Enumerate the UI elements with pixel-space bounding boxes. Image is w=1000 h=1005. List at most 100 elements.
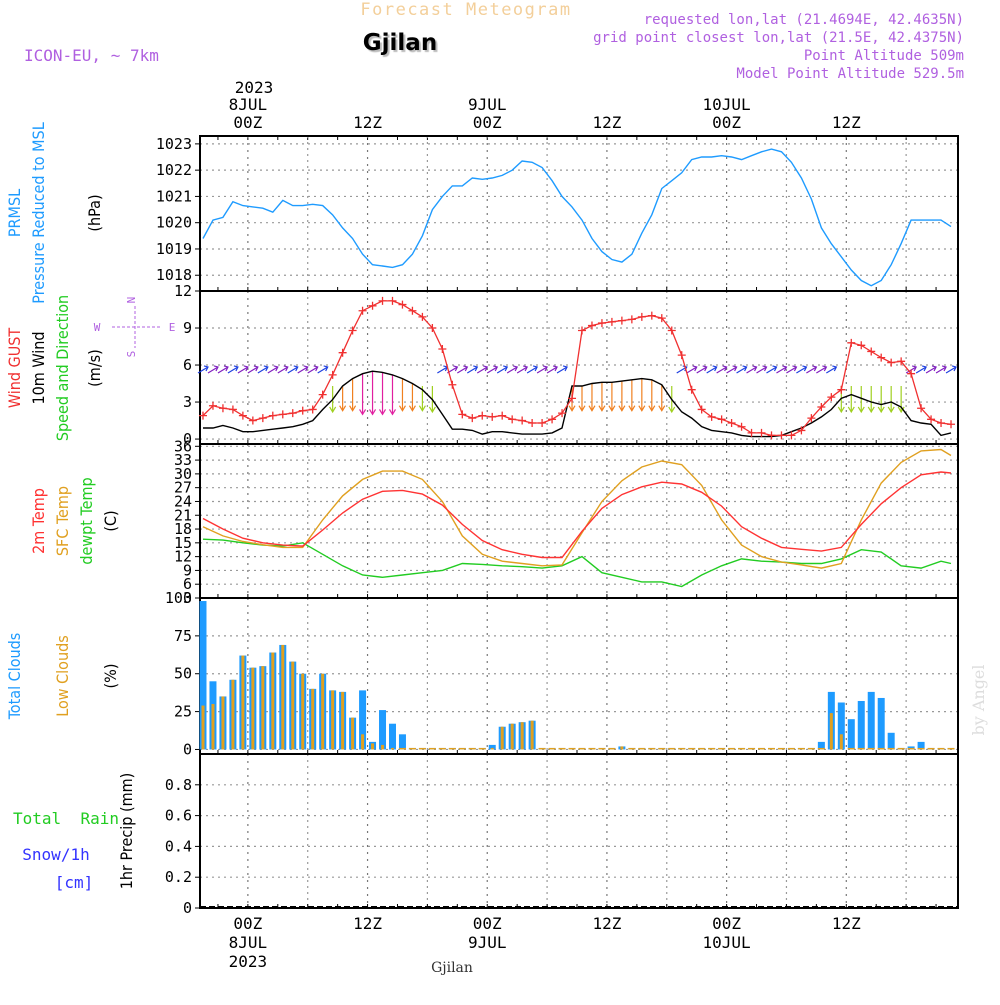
gust-marker [677,351,686,360]
gust-marker [717,415,726,424]
low-cloud-bar [568,747,576,750]
top-time-label: 00Z [712,113,741,132]
panel-frame [199,135,959,292]
low-cloud-bar [897,747,905,750]
gust-marker [328,370,337,379]
bottom-date-label: 9JUL [468,933,507,952]
gust-marker [587,321,596,330]
wind-arrow-head [263,365,269,372]
gust-marker [478,411,487,420]
panel-4: 0 0.2 0.4 0.6 0.8 [165,753,959,917]
wind-arrow-head [388,409,397,416]
wind-arrow-head [408,405,416,412]
wind-direction-arrow [287,366,299,374]
gust-marker [627,315,636,324]
low-cloud-bar [418,747,426,750]
low-cloud-bar [718,747,726,750]
wind-direction-arrow [935,366,947,374]
low-cloud-bar [261,666,265,750]
low-cloud-bar [241,655,245,750]
total-cloud-bar [887,732,895,750]
gust-marker [877,353,886,362]
low-cloud-bar [448,747,456,750]
low-cloud-bar [608,747,616,750]
gust-marker [827,393,836,402]
wind-arrow-head [329,406,337,414]
wind-direction-arrow [796,366,807,374]
wind-arrow-head [273,365,279,372]
y-tick-label: 0.4 [165,837,192,855]
gust-marker [887,358,896,367]
low-cloud-bar [688,747,696,750]
wind-direction-arrow [925,366,937,374]
y-tick-label: 1020 [156,214,192,232]
top-time-label: 12Z [592,113,621,132]
wind-direction-arrow [526,366,538,374]
low-cloud-bar [548,747,556,750]
low-cloud-bar [748,747,756,750]
wind-direction-arrow [476,366,488,374]
compass-north: N [125,297,138,304]
cloud-unit: (%) [101,664,120,689]
watermark: by Angel [969,664,988,735]
wind-direction-arrow [486,366,498,374]
wind-arrow-head [323,365,329,372]
low-cloud-bar [628,747,636,750]
wind-direction-arrow [726,366,737,374]
pressure-label: PRMSL [5,189,24,237]
wind-arrow-head [513,365,519,372]
product-title: Forecast Meteogram [360,0,571,20]
gust-marker [558,409,567,418]
low-cloud-bar [371,743,375,750]
gust-marker [428,324,437,333]
low-cloud-bar [341,691,345,750]
gust-marker [348,326,357,335]
wind-direction-arrow [297,366,309,374]
wind-direction-arrow [237,366,249,374]
point-altitude: Point Altitude 509m [804,48,964,64]
gust-marker [508,415,517,424]
bottom-time-label: 00Z [712,914,741,933]
requested-coords: requested lon,lat (21.4694E, 42.4635N) [644,12,964,28]
low-cloud-bar [398,747,406,750]
wind-arrow-head [812,365,818,372]
low-cloud-bar [201,705,205,750]
gust-marker [548,415,557,424]
low-cloud-bar [807,747,815,750]
y-tick-label: 9 [183,319,192,337]
wind10m-label: 10m Wind [29,331,48,404]
bottom-time-label: 12Z [592,914,621,933]
gust-marker [398,300,407,309]
wind-direction-arrow [207,366,219,374]
gust-marker [727,419,736,428]
bottom-time-label: 00Z [473,914,502,933]
panel-labels: PRMSL Pressure Reduced to MSL (hPa) Wind GU… [5,122,175,892]
low-cloud-bar [458,747,466,750]
gust-marker [368,301,377,310]
wind-arrow-head [523,365,529,372]
wind-arrow-head [897,406,905,414]
y-tick-label: 6 [183,575,192,593]
low-cloud-bar [867,747,875,750]
low-cloud-bar [829,713,833,750]
wind-direction-arrow [466,366,478,374]
y-tick-label: 30 [174,465,192,483]
gust-marker [538,419,547,428]
wind-arrow-head [857,406,865,414]
y-tick-label: 33 [174,451,192,469]
wind-direction-arrow [267,366,279,374]
gust-marker [667,326,676,335]
wind-arrow-head [911,365,917,372]
gust-marker [288,409,297,418]
wind-direction-arrow [816,366,827,374]
wind-arrow-head [668,406,676,414]
y-tick-label: 3 [183,393,192,411]
gust-marker [647,311,656,320]
wind-arrow-head [618,405,626,412]
low-cloud-bar [438,747,446,750]
gust-marker [278,410,287,419]
wind-arrow-head [562,365,568,372]
gust-marker [528,419,537,428]
